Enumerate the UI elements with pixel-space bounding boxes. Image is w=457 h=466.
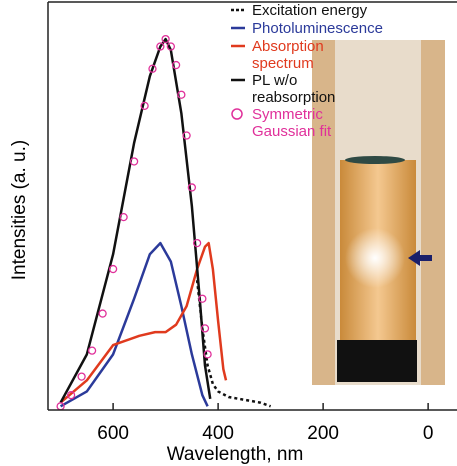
series-line — [59, 241, 209, 408]
y-axis-label: Intensities (a. u.) — [9, 140, 30, 280]
series-line — [59, 241, 228, 404]
legend-entry: Photoluminescence — [230, 20, 383, 38]
marker — [192, 238, 202, 248]
plot-area — [56, 34, 272, 411]
legend-label: Absorption spectrum — [252, 38, 324, 72]
marker — [108, 264, 118, 274]
marker — [166, 42, 176, 51]
legend-entry: Symmetric Gaussian fit — [230, 106, 380, 140]
legend-entry: Absorption spectrum — [230, 38, 380, 72]
marker — [203, 350, 212, 359]
legend: Excitation energy Photoluminescence Absorp… — [230, 2, 383, 140]
marker — [140, 101, 149, 111]
marker — [156, 42, 165, 51]
x-tick-label: 200 — [307, 423, 339, 444]
legend-entry: Excitation energy — [230, 2, 380, 20]
marker — [182, 131, 191, 140]
legend-label: Photoluminescence — [252, 20, 383, 37]
photo-inset — [312, 40, 445, 385]
marker — [77, 372, 86, 381]
marker — [129, 157, 139, 166]
legend-entry: PL w/o reabsorption — [230, 72, 380, 106]
legend-key — [230, 2, 252, 20]
legend-label: Excitation energy — [252, 2, 368, 19]
marker — [98, 309, 107, 318]
legend-key — [230, 20, 252, 38]
marker — [177, 90, 186, 99]
marker — [66, 391, 76, 400]
marker — [187, 183, 197, 192]
marker — [161, 34, 170, 44]
marker — [87, 346, 97, 355]
series-line — [195, 280, 272, 408]
marker — [171, 60, 181, 70]
legend-label: Symmetric Gaussian fit — [252, 106, 332, 140]
marker — [198, 294, 207, 303]
x-axis-label: Wavelength, nm — [167, 444, 304, 465]
x-tick-label: 0 — [423, 423, 434, 444]
series-line — [59, 37, 212, 404]
x-tick-label: 600 — [97, 423, 129, 444]
legend-key — [230, 38, 252, 56]
marker — [119, 212, 128, 222]
marker — [200, 324, 210, 333]
marker — [148, 64, 157, 73]
legend-key — [230, 106, 252, 124]
x-tick-label: 400 — [202, 423, 234, 444]
legend-key — [230, 72, 252, 90]
legend-label: PL w/o reabsorption — [252, 72, 336, 106]
